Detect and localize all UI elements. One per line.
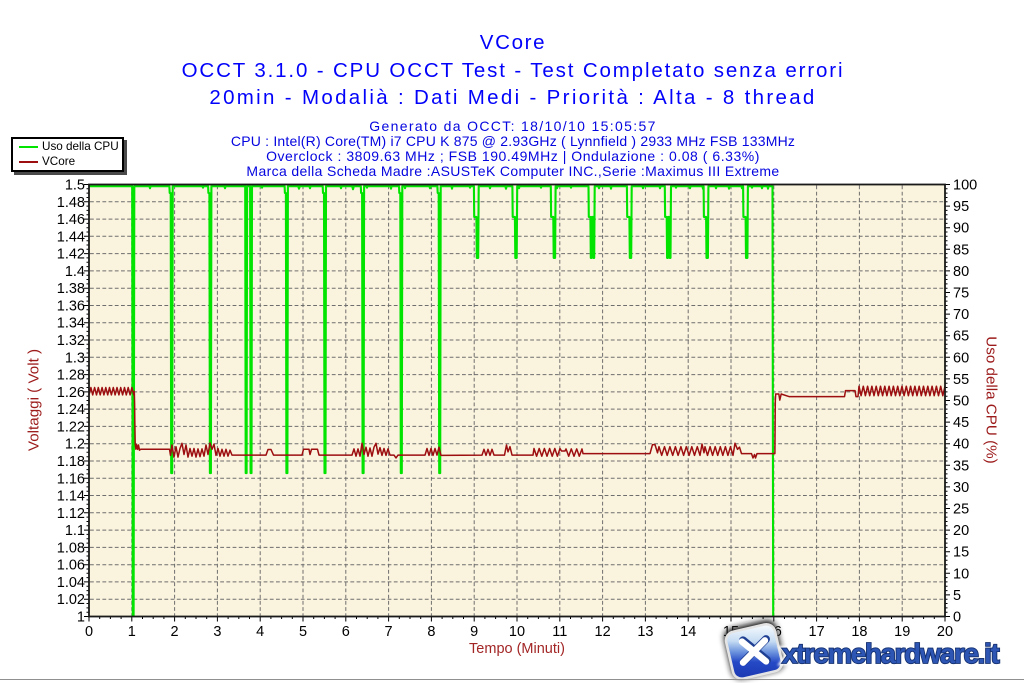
svg-text:1.5: 1.5 xyxy=(65,178,85,194)
svg-text:1.18: 1.18 xyxy=(57,454,85,470)
svg-text:1.26: 1.26 xyxy=(57,385,85,401)
svg-text:1: 1 xyxy=(77,610,85,626)
svg-text:14: 14 xyxy=(680,624,696,640)
svg-text:1.22: 1.22 xyxy=(57,419,85,435)
svg-text:1.2: 1.2 xyxy=(65,437,85,453)
svg-text:2: 2 xyxy=(171,624,179,640)
svg-text:1.14: 1.14 xyxy=(57,489,85,505)
svg-text:1.34: 1.34 xyxy=(57,316,85,332)
svg-text:Uso della CPU (%): Uso della CPU (%) xyxy=(983,336,1000,463)
svg-text:8: 8 xyxy=(427,624,435,640)
svg-text:25: 25 xyxy=(953,502,969,518)
svg-text:1.36: 1.36 xyxy=(57,299,85,315)
svg-text:1.38: 1.38 xyxy=(57,281,85,297)
svg-text:1.32: 1.32 xyxy=(57,333,85,349)
svg-text:6: 6 xyxy=(342,624,350,640)
svg-text:9: 9 xyxy=(470,624,478,640)
svg-text:95: 95 xyxy=(953,199,969,215)
svg-text:1.46: 1.46 xyxy=(57,212,85,228)
svg-text:1.4: 1.4 xyxy=(65,264,85,280)
svg-text:1.16: 1.16 xyxy=(57,471,85,487)
svg-text:1.12: 1.12 xyxy=(57,506,85,522)
svg-text:5: 5 xyxy=(953,588,961,604)
svg-text:5: 5 xyxy=(299,624,307,640)
svg-text:45: 45 xyxy=(953,415,969,431)
svg-text:xtremehardware.it: xtremehardware.it xyxy=(782,638,1000,669)
svg-text:1.28: 1.28 xyxy=(57,368,85,384)
svg-text:3: 3 xyxy=(213,624,221,640)
svg-text:17: 17 xyxy=(809,624,825,640)
svg-text:10: 10 xyxy=(509,624,525,640)
svg-text:1.06: 1.06 xyxy=(57,558,85,574)
svg-text:1.1: 1.1 xyxy=(65,523,85,539)
svg-text:7: 7 xyxy=(385,624,393,640)
svg-text:13: 13 xyxy=(637,624,653,640)
svg-text:1.44: 1.44 xyxy=(57,229,85,245)
svg-text:Voltaggi ( Volt ): Voltaggi ( Volt ) xyxy=(26,349,43,451)
svg-text:0: 0 xyxy=(85,624,93,640)
svg-text:55: 55 xyxy=(953,372,969,388)
svg-text:65: 65 xyxy=(953,329,969,345)
svg-text:60: 60 xyxy=(953,350,969,366)
svg-text:12: 12 xyxy=(595,624,611,640)
svg-text:18: 18 xyxy=(851,624,867,640)
svg-text:1.42: 1.42 xyxy=(57,247,85,263)
svg-text:1.3: 1.3 xyxy=(65,350,85,366)
svg-text:30: 30 xyxy=(953,480,969,496)
svg-text:70: 70 xyxy=(953,307,969,323)
svg-text:1: 1 xyxy=(128,624,136,640)
svg-text:0: 0 xyxy=(953,610,961,626)
svg-text:80: 80 xyxy=(953,264,969,280)
svg-text:90: 90 xyxy=(953,221,969,237)
svg-text:15: 15 xyxy=(953,545,969,561)
svg-text:100: 100 xyxy=(953,178,977,194)
svg-text:75: 75 xyxy=(953,286,969,302)
svg-text:85: 85 xyxy=(953,242,969,258)
svg-text:xtremehardware.it: xtremehardware.it xyxy=(782,638,1000,669)
svg-text:1.04: 1.04 xyxy=(57,575,85,591)
svg-text:19: 19 xyxy=(894,624,910,640)
svg-text:1.24: 1.24 xyxy=(57,402,85,418)
svg-text:1.48: 1.48 xyxy=(57,195,85,211)
svg-text:Tempo (Minuti): Tempo (Minuti) xyxy=(469,641,565,657)
svg-text:50: 50 xyxy=(953,394,969,410)
svg-text:20: 20 xyxy=(937,624,953,640)
svg-text:40: 40 xyxy=(953,437,969,453)
svg-text:11: 11 xyxy=(552,624,567,640)
svg-text:10: 10 xyxy=(953,566,969,582)
svg-text:4: 4 xyxy=(256,624,264,640)
svg-text:1.08: 1.08 xyxy=(57,540,85,556)
svg-text:20: 20 xyxy=(953,523,969,539)
svg-text:1.02: 1.02 xyxy=(57,592,85,608)
svg-text:35: 35 xyxy=(953,458,969,474)
